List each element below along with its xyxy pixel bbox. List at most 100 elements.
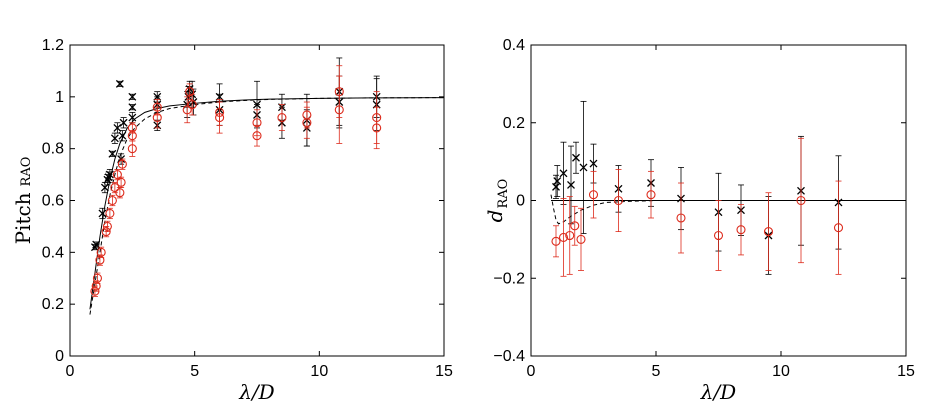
y-tick-label: 0.2 [503, 115, 525, 132]
data-point-o [117, 159, 127, 169]
marker-stroke [98, 209, 107, 218]
data-point-x [108, 149, 117, 158]
y-tick-label: 0.6 [42, 193, 64, 210]
y-tick-label: 1.2 [42, 37, 64, 54]
x-tick-label: 15 [435, 363, 453, 380]
data-point-o [576, 234, 586, 244]
data-point-o [763, 227, 774, 237]
data-point-x [110, 134, 119, 143]
data-point-o [613, 195, 624, 206]
data-point-o [676, 213, 686, 223]
data-point-o [115, 188, 125, 198]
data-point-o [334, 87, 344, 97]
data-point-o [127, 123, 137, 133]
data-point-x [572, 153, 580, 162]
data-point-o [277, 113, 287, 123]
data-point-x [579, 163, 588, 172]
y-axis-label-main: Pitch [11, 192, 35, 244]
data-point-o [182, 105, 192, 115]
data-point-x [567, 180, 575, 189]
data-point-o [558, 232, 569, 242]
marker-stroke [567, 180, 575, 189]
y-tick-label: 0 [55, 348, 64, 365]
data-point-o [713, 230, 724, 241]
data-point-x [589, 159, 598, 168]
y-axis-label-main: d [483, 210, 507, 223]
data-point-x [552, 182, 560, 191]
solid-curve [89, 97, 444, 310]
marker-stroke [589, 159, 598, 168]
marker-stroke [113, 123, 122, 132]
marker-stroke [579, 163, 588, 172]
data-point-o [92, 273, 102, 283]
data-point-o [372, 123, 382, 133]
data-point-x [119, 118, 128, 127]
data-point-o [646, 190, 656, 200]
x-axis-label: λ/D [700, 380, 736, 404]
data-point-o [588, 190, 599, 200]
y-tick-label: 0.8 [42, 141, 64, 158]
data-point-x [118, 131, 127, 140]
data-point-o [215, 107, 225, 117]
y-tick-label: 0.4 [42, 244, 64, 261]
data-point-o [112, 170, 122, 180]
data-point-o [107, 195, 117, 206]
data-point-x [115, 79, 124, 88]
x-tick-label: 0 [66, 363, 75, 380]
data-point-o [570, 221, 580, 231]
marker-stroke [189, 98, 198, 106]
data-point-o [833, 223, 844, 233]
dashed-curve [89, 97, 444, 315]
data-point-x [128, 103, 137, 112]
data-point-o [187, 100, 197, 110]
marker-stroke [552, 182, 560, 191]
data-point-o [302, 110, 312, 120]
marker-stroke [108, 149, 117, 158]
y-tick-label: −0.2 [493, 270, 525, 287]
y-axis-label-sub: RAO [496, 179, 511, 209]
data-point-o [796, 195, 806, 206]
plot-area [89, 57, 444, 315]
data-point-o [102, 221, 112, 231]
data-point-o [551, 236, 561, 246]
marker-stroke [115, 79, 124, 88]
data-point-x [98, 209, 107, 218]
marker-stroke [105, 170, 114, 179]
marker-stroke [128, 113, 137, 122]
x-tick-label: 5 [652, 363, 661, 380]
y-tick-label: −0.4 [493, 348, 525, 365]
data-point-o [105, 208, 115, 219]
dashed-curve [550, 194, 906, 225]
x-tick-label: 10 [772, 363, 790, 380]
data-point-x [559, 169, 568, 178]
data-point-x [128, 92, 137, 101]
marker-stroke [572, 153, 580, 162]
data-point-o [565, 230, 575, 241]
data-point-o [252, 118, 262, 128]
chart-right: 0 5 10 15 −0.4 −0.2 0 0.2 0.4 λ/D dRAO [483, 37, 915, 404]
marker-stroke [110, 134, 119, 143]
marker-stroke [119, 118, 128, 127]
y-tick-label: 1 [55, 89, 64, 106]
marker-stroke [559, 169, 568, 178]
y-axis-label-sub: RAO [19, 157, 34, 187]
plot-area [550, 100, 906, 277]
y-tick-label: 0.4 [503, 37, 525, 54]
data-point-o [96, 247, 106, 257]
y-axis-label: Pitch RAO [11, 157, 35, 245]
y-axis-label: dRAO [483, 179, 511, 223]
y-tick-label: 0 [516, 193, 525, 210]
data-point-x [105, 170, 114, 179]
x-tick-label: 15 [897, 363, 915, 380]
data-point-o [116, 177, 126, 187]
x-tick-label: 5 [190, 363, 199, 380]
data-point-x [553, 177, 562, 186]
marker-stroke [92, 240, 101, 249]
data-point-o [736, 225, 746, 235]
x-tick-label: 0 [527, 363, 536, 380]
data-point-x [128, 113, 137, 122]
data-point-o [185, 87, 195, 97]
marker-stroke [553, 177, 562, 186]
marker-stroke [118, 131, 127, 140]
